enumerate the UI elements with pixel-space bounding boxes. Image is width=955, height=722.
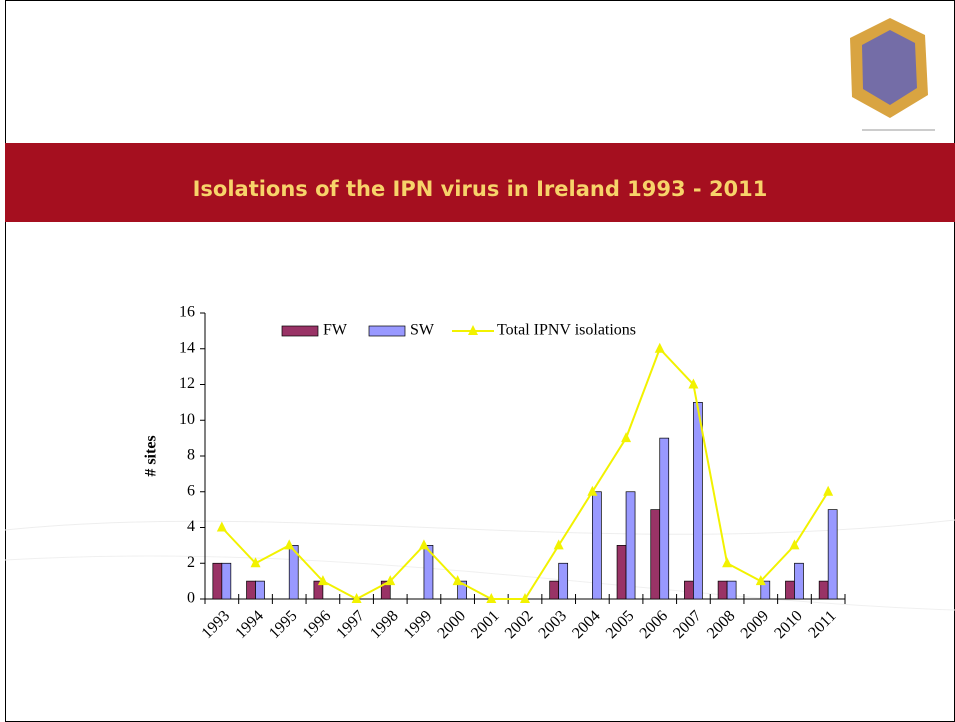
marker: [317, 575, 328, 586]
bar: [246, 580, 256, 600]
y-tick-label: 0: [187, 590, 195, 607]
marker: [486, 593, 497, 603]
bar: [818, 580, 829, 600]
legend-label: SW: [410, 322, 435, 339]
decor: [4, 555, 955, 611]
title-banner: [5, 143, 955, 222]
bar: [717, 580, 728, 600]
marker: [621, 432, 632, 443]
marker: [587, 485, 598, 496]
bar: [659, 437, 670, 600]
bar: [313, 580, 324, 600]
bar: [760, 580, 771, 600]
marker: [553, 539, 564, 550]
bar: [212, 562, 223, 600]
bar: [827, 509, 838, 600]
marker: [418, 539, 429, 550]
marker: [216, 521, 227, 532]
y-tick-label: 10: [179, 411, 195, 428]
bar: [785, 580, 795, 600]
virus-image: [850, 18, 935, 131]
bar: [457, 580, 467, 600]
bar: [288, 545, 299, 600]
legend-swatch: [468, 325, 478, 335]
bar: [693, 402, 703, 600]
y-axis-label: # sites: [143, 435, 160, 476]
marker: [823, 485, 834, 496]
slide-frame: [5, 0, 955, 722]
legend-swatch: [281, 325, 319, 337]
marker: [385, 575, 396, 586]
y-tick-label: 12: [179, 375, 195, 392]
legend-label: FW: [323, 322, 348, 339]
bar: [616, 545, 627, 600]
bar: [592, 491, 602, 600]
bar: [684, 580, 694, 600]
legend-label: Total IPNV isolations: [497, 322, 636, 339]
bar: [255, 580, 265, 600]
bar: [380, 580, 391, 600]
legend-swatch: [368, 325, 406, 337]
bar: [558, 562, 569, 600]
marker: [452, 575, 463, 586]
marker: [284, 539, 295, 550]
marker: [722, 557, 733, 568]
marker: [351, 593, 362, 603]
marker: [250, 557, 261, 568]
y-tick-label: 6: [187, 482, 195, 499]
bar: [423, 545, 434, 600]
bar: [549, 580, 560, 600]
bar: [794, 562, 804, 600]
marker: [755, 575, 766, 586]
bar: [221, 562, 232, 600]
y-tick-label: 16: [179, 304, 195, 321]
marker: [654, 342, 665, 353]
y-tick-label: 14: [179, 339, 195, 356]
y-tick-label: 8: [187, 447, 195, 464]
y-tick-label: 4: [187, 518, 195, 535]
marker: [688, 378, 699, 389]
marker: [520, 593, 530, 603]
marker: [789, 539, 800, 550]
chart-title: Isolations of the IPN virus in Ireland 1…: [193, 177, 768, 201]
bar: [650, 509, 661, 600]
bar: [726, 580, 737, 600]
bar: [625, 491, 636, 600]
y-tick-label: 2: [187, 554, 195, 571]
